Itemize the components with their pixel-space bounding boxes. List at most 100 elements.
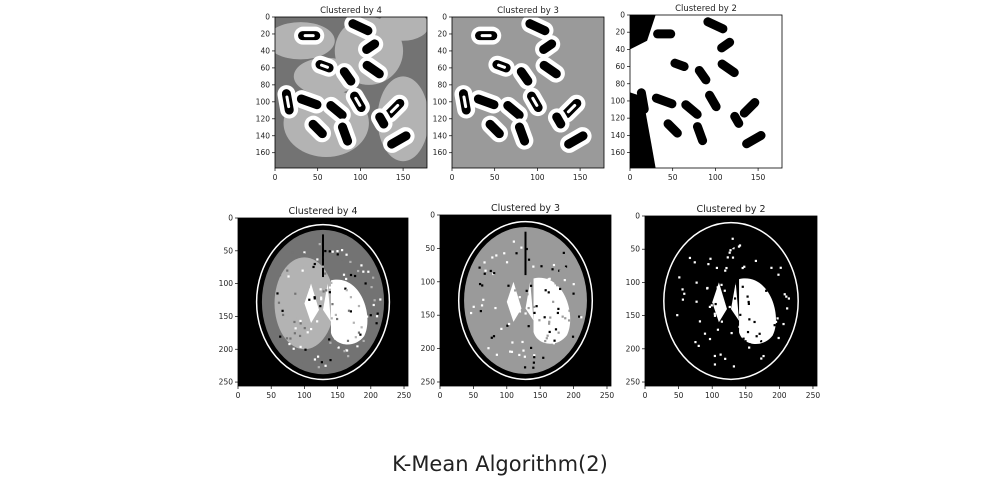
tissue-speckle [540, 265, 542, 267]
tissue-speckle [738, 326, 740, 328]
bacterium-rod [294, 27, 324, 45]
tissue-speckle [715, 303, 717, 305]
y-tick-label: 60 [615, 62, 625, 71]
tissue-speckle [709, 258, 711, 260]
y-tick-label: 250 [219, 378, 234, 387]
tissue-speckle [353, 322, 355, 324]
tissue-speckle [320, 288, 322, 290]
tissue-speckle [694, 341, 696, 343]
tissue-speckle [765, 312, 767, 314]
tissue-speckle [293, 348, 295, 350]
tissue-speckle [319, 274, 321, 276]
tissue-speckle [755, 260, 757, 262]
tissue-speckle [682, 299, 684, 301]
tissue-speckle [343, 274, 345, 276]
panel-image [238, 218, 408, 386]
tissue-speckle [545, 289, 547, 291]
x-tick-label: 200 [772, 391, 787, 400]
tissue-speckle [286, 270, 288, 272]
tissue-speckle [362, 271, 364, 273]
tissue-speckle [349, 294, 351, 296]
tissue-speckle [788, 297, 790, 299]
tissue-speckle [717, 329, 719, 331]
tissue-speckle [316, 320, 318, 322]
tissue-speckle [519, 296, 521, 298]
y-tick-label: 250 [626, 378, 641, 387]
y-tick-label: 80 [615, 79, 625, 88]
image-background [630, 15, 782, 168]
tissue-speckle [782, 323, 784, 325]
tissue-speckle [354, 275, 356, 277]
x-tick-label: 100 [705, 391, 720, 400]
tissue-speckle [548, 323, 550, 325]
tissue-speckle [779, 327, 781, 329]
tissue-speckle [717, 310, 719, 312]
tissue-speckle [578, 316, 580, 318]
tissue-speckle [709, 292, 711, 294]
x-tick-label: 100 [353, 173, 368, 182]
x-tick-label: 100 [500, 391, 515, 400]
y-tick-label: 0 [228, 214, 233, 223]
y-tick-label: 80 [437, 80, 447, 89]
tissue-speckle [335, 314, 337, 316]
tissue-speckle [688, 318, 690, 320]
tissue-speckle [287, 315, 289, 317]
y-tick-label: 140 [256, 131, 271, 140]
tissue-speckle [293, 321, 295, 323]
y-tick-label: 100 [421, 277, 436, 286]
tissue-speckle [539, 255, 541, 257]
tissue-speckle [294, 293, 296, 295]
y-tick-label: 100 [626, 278, 641, 287]
tissue-speckle [331, 317, 333, 319]
tissue-speckle [299, 335, 301, 337]
tissue-speckle [350, 296, 352, 298]
y-tick-label: 50 [425, 244, 435, 253]
tissue-speckle [729, 319, 731, 321]
tissue-speckle [709, 338, 711, 340]
y-tick-label: 150 [421, 311, 436, 320]
tissue-speckle [716, 326, 718, 328]
tissue-speckle [748, 301, 750, 303]
tissue-speckle [733, 274, 735, 276]
tissue-speckle [729, 249, 731, 251]
tissue-speckle [744, 340, 746, 342]
bacterium-core [481, 34, 492, 37]
tissue-speckle [540, 360, 542, 362]
tissue-speckle [319, 243, 321, 245]
tissue-speckle [336, 345, 338, 347]
tissue-speckle [563, 252, 565, 254]
panel-image [266, 10, 428, 168]
tissue-speckle [281, 310, 283, 312]
tissue-speckle [562, 316, 564, 318]
tissue-speckle [760, 357, 762, 359]
tissue-speckle [695, 321, 697, 323]
tissue-speckle [691, 320, 693, 322]
y-tick-label: 200 [421, 344, 436, 353]
tissue-speckle [307, 331, 309, 333]
tissue-speckle [494, 259, 496, 261]
tissue-speckle [320, 297, 322, 299]
tissue-speckle [727, 332, 729, 334]
tissue-speckle [725, 267, 727, 269]
tissue-speckle [696, 282, 698, 284]
tissue-speckle [706, 287, 708, 289]
tissue-speckle [328, 338, 330, 340]
tissue-speckle [542, 357, 544, 359]
tissue-speckle [288, 343, 290, 345]
tissue-speckle [485, 264, 487, 266]
x-tick-label: 150 [533, 391, 548, 400]
tissue-speckle [310, 328, 312, 330]
x-tick-label: 150 [330, 391, 345, 400]
tissue-speckle [717, 240, 719, 242]
tissue-speckle [528, 259, 530, 261]
y-tick-label: 200 [219, 345, 234, 354]
tissue-speckle [695, 301, 697, 303]
tissue-speckle [346, 349, 348, 351]
tissue-speckle [341, 261, 343, 263]
tissue-speckle [482, 299, 484, 301]
y-tick-label: 20 [437, 29, 447, 38]
tissue-speckle [514, 289, 516, 291]
tissue-speckle [530, 335, 532, 337]
x-tick-label: 0 [450, 173, 455, 182]
tissue-speckle [506, 261, 508, 263]
